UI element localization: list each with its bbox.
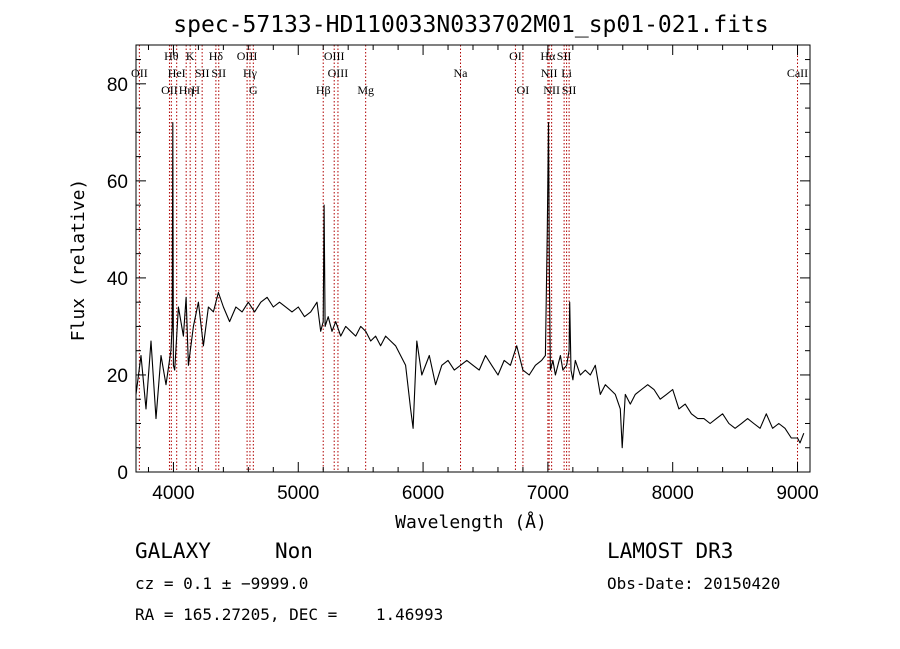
y-axis-ticks: 0 20 40 60 80 xyxy=(107,59,810,484)
object-class: GALAXY xyxy=(135,539,211,563)
marker-label-21: NII xyxy=(541,66,558,80)
marker-label-14: OIII xyxy=(324,49,345,63)
plot-frame xyxy=(135,44,811,473)
redshift-cz: cz = 0.1 ± −9999.0 xyxy=(135,574,308,593)
x-axis-label: Wavelength (Å) xyxy=(395,511,547,533)
x-axis-ticks: 4000 5000 6000 7000 8000 9000 xyxy=(147,45,819,504)
x-tick-label-8000: 8000 xyxy=(652,483,694,504)
chart-title: spec-57133-HD110033N033702M01_sp01-021.f… xyxy=(173,12,768,38)
marker-label-18: OI xyxy=(509,49,522,63)
marker-label-15: OIII xyxy=(328,66,349,80)
marker-label-7: SII xyxy=(195,66,210,80)
marker-label-19: OI xyxy=(517,83,530,97)
marker-label-1: OII xyxy=(161,83,178,97)
marker-label-26: CaII xyxy=(787,66,808,80)
y-tick-label-0: 0 xyxy=(117,463,128,484)
marker-label-4: HeI xyxy=(168,66,186,80)
marker-label-20: Hα xyxy=(540,49,556,63)
marker-label-6: H xyxy=(191,83,200,97)
x-tick-label-5000: 5000 xyxy=(277,483,319,504)
marker-label-10: OIII xyxy=(237,49,258,63)
line-markers xyxy=(138,45,799,472)
marker-label-16: Mg xyxy=(357,83,374,97)
marker-label-8: Hδ xyxy=(209,49,224,63)
y-axis-label: Flux (relative) xyxy=(68,179,89,342)
x-tick-label-4000: 4000 xyxy=(152,483,194,504)
x-tick-label-9000: 9000 xyxy=(776,483,818,504)
y-tick-label-40: 40 xyxy=(107,269,128,290)
y-tick-label-20: 20 xyxy=(107,366,128,387)
ra-dec: RA = 165.27205, DEC = 1.46993 xyxy=(135,605,443,624)
marker-label-2: Hθ xyxy=(164,49,179,63)
marker-label-22: NII xyxy=(543,83,560,97)
series-group xyxy=(135,122,805,449)
marker-label-13: Hβ xyxy=(316,83,331,97)
x-tick-label-7000: 7000 xyxy=(527,483,569,504)
observation-date: Obs-Date: 20150420 xyxy=(607,574,780,593)
marker-label-5: K xyxy=(186,49,195,63)
y-tick-label-60: 60 xyxy=(107,172,128,193)
spectrum-line-0 xyxy=(135,122,805,449)
object-subclass: Non xyxy=(275,539,313,563)
survey-name: LAMOST DR3 xyxy=(607,539,733,563)
marker-label-12: G xyxy=(249,83,258,97)
marker-label-17: Na xyxy=(454,66,469,80)
y-tick-label-80: 80 xyxy=(107,75,128,96)
marker-label-11: Hγ xyxy=(243,66,258,80)
marker-label-9: SII xyxy=(211,66,226,80)
marker-label-25: SII xyxy=(562,83,577,97)
marker-label-24: Li xyxy=(561,66,572,80)
marker-label-0: OII xyxy=(131,66,148,80)
x-tick-label-6000: 6000 xyxy=(402,483,444,504)
marker-label-23: SII xyxy=(557,49,572,63)
marker-label-3: Hη xyxy=(179,83,194,97)
